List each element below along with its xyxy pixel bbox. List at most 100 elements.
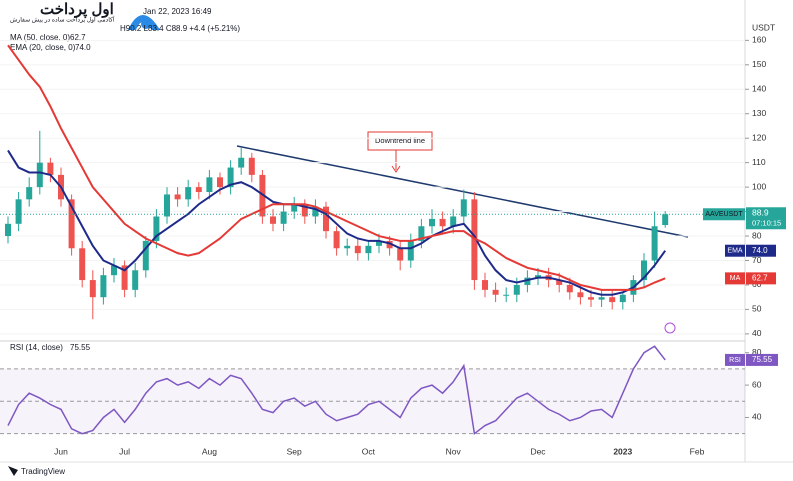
rsi-line [7, 345, 666, 436]
event-icon [664, 322, 676, 334]
candle-body [79, 248, 86, 281]
indicator-line [7, 149, 667, 296]
x-tick-label: Jul [119, 446, 130, 456]
price-value-box [746, 207, 786, 230]
rsi-name-box [725, 353, 745, 366]
y-tick-label: 150 [752, 59, 766, 69]
candle-body [598, 297, 605, 300]
candle-body [47, 162, 54, 175]
x-tick-label: Sep [287, 446, 302, 456]
rsi-value: 75.55 [752, 355, 773, 364]
x-tick-label: Nov [446, 446, 462, 456]
candle-body [471, 199, 478, 281]
candle-body [397, 248, 404, 261]
legend-ma-value: 62.7 [70, 33, 86, 42]
y-tick-label: 130 [752, 108, 766, 118]
candle-body [121, 265, 128, 290]
candle-body [153, 216, 160, 241]
brand: TradingView [21, 467, 65, 476]
candle-body [36, 162, 43, 188]
watermark-subtitle: آکادمی اول پرداخت ساده در پیش سفارش [10, 16, 115, 24]
candle-body [566, 284, 573, 293]
candle-body [513, 284, 520, 295]
candle-body [556, 280, 563, 285]
x-tick-label: Dec [530, 446, 546, 456]
y-tick-label: 160 [752, 35, 766, 45]
indicator-value: 62.7 [752, 273, 768, 282]
indicator-name: MA [730, 275, 741, 282]
candle-body [333, 231, 340, 249]
currency: USDT [752, 22, 775, 32]
y-tick-label: 100 [752, 181, 766, 191]
candle-body [89, 280, 96, 298]
candle-body [291, 204, 298, 212]
indicator-value-box [746, 272, 776, 285]
candle-body [132, 270, 139, 290]
candle-body [5, 223, 11, 237]
candle-body [26, 187, 33, 200]
candle-body [450, 216, 457, 227]
candle-body [301, 204, 308, 217]
annotation-arrowhead [391, 165, 401, 173]
candle-body [206, 177, 213, 193]
legend-ema: EMA (20, close, 0) [10, 43, 76, 52]
candle-body [492, 289, 499, 295]
candle-body [407, 240, 414, 261]
candle-body [259, 174, 266, 217]
header-date: Jan 22, 2023 16:49 [143, 7, 212, 16]
x-tick-label: Jun [54, 446, 68, 456]
candle-body [100, 275, 107, 298]
watermark-logo [128, 15, 160, 30]
x-tick-label: Feb [690, 446, 705, 456]
price-value: 88.9 [752, 208, 769, 218]
candle-body [111, 265, 117, 276]
candle-body [238, 157, 245, 168]
watermark: اول پرداخت [40, 1, 114, 19]
x-tick-label: 2023 [613, 446, 632, 456]
candle-body [535, 275, 541, 278]
candle-body [609, 297, 616, 303]
candle-body [227, 167, 234, 188]
candle-body [439, 218, 446, 227]
indicator-name: EMA [727, 248, 743, 255]
candle-body [429, 218, 435, 227]
candle-body [195, 187, 202, 193]
indicator-name-box [725, 272, 745, 285]
countdown: 07:10:15 [752, 218, 781, 227]
rsi-value-box [746, 353, 778, 366]
x-tick-label: Oct [362, 446, 376, 456]
candle-body [68, 199, 75, 249]
y-tick-label: 40 [752, 328, 762, 338]
price-name-box [703, 208, 745, 221]
candle-body [354, 245, 361, 254]
candle-body [142, 240, 149, 271]
y-tick-label: 110 [752, 157, 766, 167]
candle-body [248, 157, 255, 175]
candle-body [185, 187, 192, 200]
header-ohlc: H90.2 L83.4 C88.9 +4.4 (+5.21%) [120, 24, 240, 33]
candle-body [524, 277, 531, 285]
y-tick-label: 40 [752, 412, 762, 422]
candle-body [577, 292, 584, 298]
candle-body [15, 199, 22, 224]
candle-body [174, 194, 181, 200]
candle-body [588, 297, 594, 300]
legend-rsi-value: 75.55 [70, 343, 91, 352]
indicator-line [7, 44, 666, 291]
annotation-box [367, 131, 433, 151]
y-tick-label: 120 [752, 132, 766, 142]
candle-body [619, 294, 626, 303]
y-tick-label: 140 [752, 84, 766, 94]
candle-body [460, 199, 467, 217]
candle-body [503, 294, 510, 296]
brand-logo [8, 466, 18, 476]
candle-body [270, 216, 276, 224]
y-tick-label: 60 [752, 379, 762, 389]
indicator-value: 74.0 [752, 246, 768, 255]
candle-body [641, 260, 647, 281]
candle-body [312, 206, 319, 217]
candle-body [651, 226, 658, 261]
legend-ma: MA (50, close, 0) [10, 33, 70, 42]
candle-body [344, 245, 351, 249]
